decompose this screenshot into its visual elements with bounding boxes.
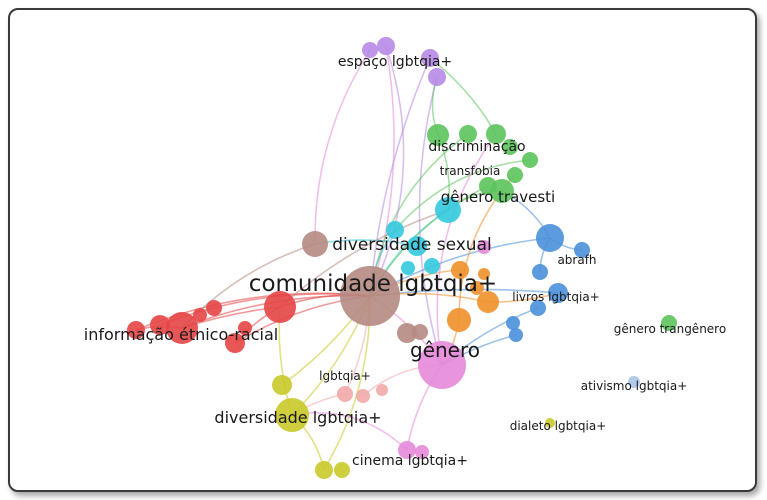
node-red-5[interactable] bbox=[206, 300, 222, 316]
network-link bbox=[394, 159, 531, 231]
keyword-network-graph: comunidade lgbtqia+ diversidade sexual g… bbox=[84, 37, 726, 479]
node-dialeto[interactable] bbox=[545, 418, 555, 428]
node-purple-4[interactable] bbox=[428, 68, 446, 86]
label-genero-trangenero[interactable]: gênero trangênero bbox=[614, 322, 726, 336]
node-red-3[interactable] bbox=[150, 315, 170, 335]
node-green-2[interactable] bbox=[459, 125, 477, 143]
label-comunidade-lgbtqia[interactable]: comunidade lgbtqia+ bbox=[249, 271, 497, 297]
label-informacao-etnico-racial[interactable]: informação étnico-racial bbox=[84, 325, 278, 344]
network-link bbox=[369, 45, 405, 297]
node-blue-5[interactable] bbox=[506, 316, 520, 330]
node-ativismo[interactable] bbox=[628, 376, 640, 388]
network-link bbox=[429, 57, 497, 135]
node-comunidade-lgbtqia[interactable] bbox=[340, 266, 400, 326]
node-orange-1[interactable] bbox=[451, 261, 469, 279]
node-blue-4[interactable] bbox=[530, 300, 546, 316]
node-green-8[interactable] bbox=[490, 179, 514, 203]
label-diversidade-sexual[interactable]: diversidade sexual bbox=[332, 235, 491, 255]
node-brown-small-2[interactable] bbox=[412, 324, 428, 340]
label-lgbtqia[interactable]: lgbtqia+ bbox=[319, 369, 371, 383]
node-lightpink-3[interactable] bbox=[376, 384, 388, 396]
node-purple-2[interactable] bbox=[377, 37, 395, 55]
label-genero-travesti[interactable]: gênero travesti bbox=[441, 188, 555, 206]
node-genero-trangenero[interactable] bbox=[661, 315, 677, 331]
node-yellow-3[interactable] bbox=[315, 461, 333, 479]
label-cinema-lgbtqia[interactable]: cinema lgbtqia+ bbox=[352, 453, 468, 469]
node-blue-2[interactable] bbox=[532, 264, 548, 280]
node-purple-1[interactable] bbox=[362, 42, 378, 58]
label-transfobia[interactable]: transfobia bbox=[440, 164, 501, 178]
label-abrafh[interactable]: abrafh bbox=[557, 253, 596, 267]
node-red-6[interactable] bbox=[225, 333, 245, 353]
network-link bbox=[369, 57, 431, 297]
node-red-7[interactable] bbox=[238, 321, 252, 335]
network-link bbox=[369, 45, 395, 297]
node-blue-7[interactable] bbox=[574, 242, 590, 258]
node-purple-3[interactable] bbox=[421, 49, 439, 67]
node-green-3[interactable] bbox=[486, 124, 506, 144]
network-link bbox=[314, 49, 371, 245]
node-blue-1[interactable] bbox=[536, 224, 564, 252]
label-diversidade-lgbtqia[interactable]: diversidade lgbtqia+ bbox=[214, 408, 381, 427]
network-nodes bbox=[127, 37, 677, 479]
node-yellow-main[interactable] bbox=[275, 398, 309, 432]
node-cyan-4[interactable] bbox=[424, 258, 440, 274]
node-orange-3[interactable] bbox=[470, 281, 484, 295]
node-yellow-2[interactable] bbox=[272, 375, 292, 395]
node-red-4[interactable] bbox=[127, 321, 145, 339]
node-cyan-1[interactable] bbox=[435, 197, 461, 223]
node-orange-5[interactable] bbox=[478, 268, 490, 280]
node-cyan-2[interactable] bbox=[386, 221, 404, 239]
node-blue-6[interactable] bbox=[509, 328, 523, 342]
network-map-frame: comunidade lgbtqia+ diversidade sexual g… bbox=[8, 8, 757, 492]
node-green-6[interactable] bbox=[507, 167, 523, 183]
node-cinema[interactable] bbox=[398, 441, 416, 459]
node-blue-3[interactable] bbox=[548, 283, 568, 303]
label-espaco-lgbtqia[interactable]: espaço lgbtqia+ bbox=[338, 54, 452, 70]
node-orange-4[interactable] bbox=[447, 308, 471, 332]
label-genero[interactable]: gênero bbox=[410, 338, 480, 362]
node-green-5[interactable] bbox=[522, 152, 538, 168]
node-red-8[interactable] bbox=[193, 308, 207, 322]
node-yellow-4[interactable] bbox=[334, 462, 350, 478]
label-ativismo-lgbtqia[interactable]: ativismo lgbtqia+ bbox=[581, 379, 688, 393]
network-link bbox=[279, 209, 449, 308]
node-green-1[interactable] bbox=[427, 124, 449, 146]
node-lightpink-1[interactable] bbox=[337, 386, 353, 402]
node-cinema-2[interactable] bbox=[415, 445, 429, 459]
node-diversidade-sexual-hub[interactable] bbox=[302, 231, 328, 257]
network-link bbox=[418, 76, 443, 366]
node-cyan-5[interactable] bbox=[401, 261, 415, 275]
node-genero[interactable] bbox=[418, 341, 466, 389]
network-link bbox=[436, 133, 497, 366]
node-brown-small-1[interactable] bbox=[397, 323, 417, 343]
node-cyan-3[interactable] bbox=[407, 236, 427, 256]
node-green-4[interactable] bbox=[502, 139, 518, 155]
node-orange-2[interactable] bbox=[477, 291, 499, 313]
node-lightpink-2[interactable] bbox=[356, 389, 370, 403]
node-red-2[interactable] bbox=[166, 312, 198, 344]
label-discriminacao[interactable]: discriminação bbox=[428, 139, 525, 155]
network-labels: comunidade lgbtqia+ diversidade sexual g… bbox=[84, 54, 726, 469]
label-livros-lgbtqia[interactable]: livros lgbtqia+ bbox=[512, 290, 599, 304]
label-dialeto-lgbtqia[interactable]: dialeto lgbtqia+ bbox=[510, 419, 607, 433]
network-links bbox=[135, 45, 583, 471]
node-pink-small[interactable] bbox=[477, 240, 491, 254]
node-red-main[interactable] bbox=[264, 291, 296, 323]
